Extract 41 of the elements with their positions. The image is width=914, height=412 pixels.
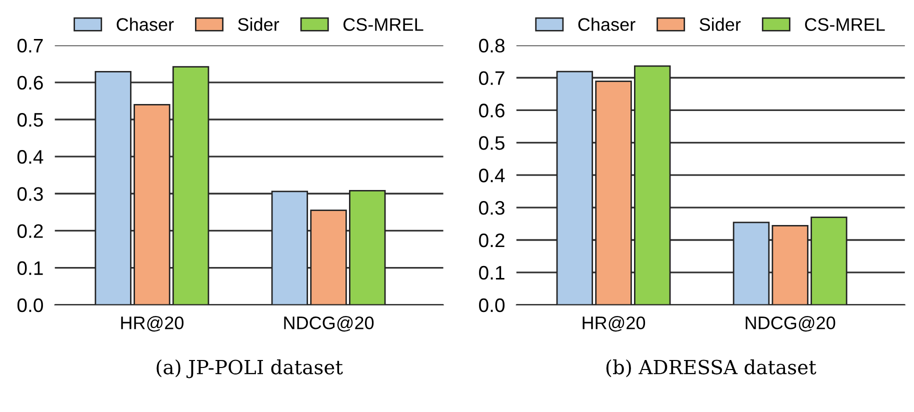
x-tick-label: HR@20 [582,316,646,332]
text: (b) ADRESSA dataset [606,359,816,378]
y-tick-label: 0.2 [17,224,43,238]
y-tick-label: 0.6 [17,76,43,90]
y-tick-label: 0.0 [17,298,43,312]
legend-label: Chaser [578,18,636,31]
y-tick-label: 0.8 [479,38,504,53]
y-tick-label: 0.0 [479,298,505,312]
y-tick-label: 0.1 [479,266,504,280]
y-tick-label: 0.2 [479,233,504,248]
bar [134,104,170,305]
y-tick-label: 0.6 [479,104,504,118]
legend-label: Sider [700,18,741,31]
bar [810,216,848,305]
x-tick-label: NDCG@20 [284,316,374,332]
y-tick-label: 0.3 [17,187,43,201]
bar [556,70,594,305]
y-tick-label: 0.1 [17,261,43,276]
bar [172,66,210,305]
bar [349,190,386,305]
bar [634,65,671,305]
y-tick-label: 0.4 [479,168,505,182]
text: (a) JP-POLI dataset [156,359,343,378]
bar [310,210,347,305]
y-tick-label: 0.7 [17,38,43,53]
y-tick-label: 0.5 [17,112,43,127]
y-tick-label: 0.5 [479,136,504,150]
y-tick-label: 0.3 [479,201,504,215]
legend-label: Sider [238,18,280,31]
legend-label: CS-MREL [343,18,424,31]
legend-label: Chaser [116,18,174,31]
bar [94,70,132,305]
y-tick-label: 0.4 [17,150,44,164]
bar [595,80,632,305]
y-tick-label: 0.7 [479,71,504,85]
bar [732,222,770,305]
bar [772,225,808,305]
x-tick-label: NDCG@20 [746,316,836,332]
legend-label: CS-MREL [805,18,885,31]
bar [271,190,308,305]
x-tick-label: HR@20 [121,316,184,332]
